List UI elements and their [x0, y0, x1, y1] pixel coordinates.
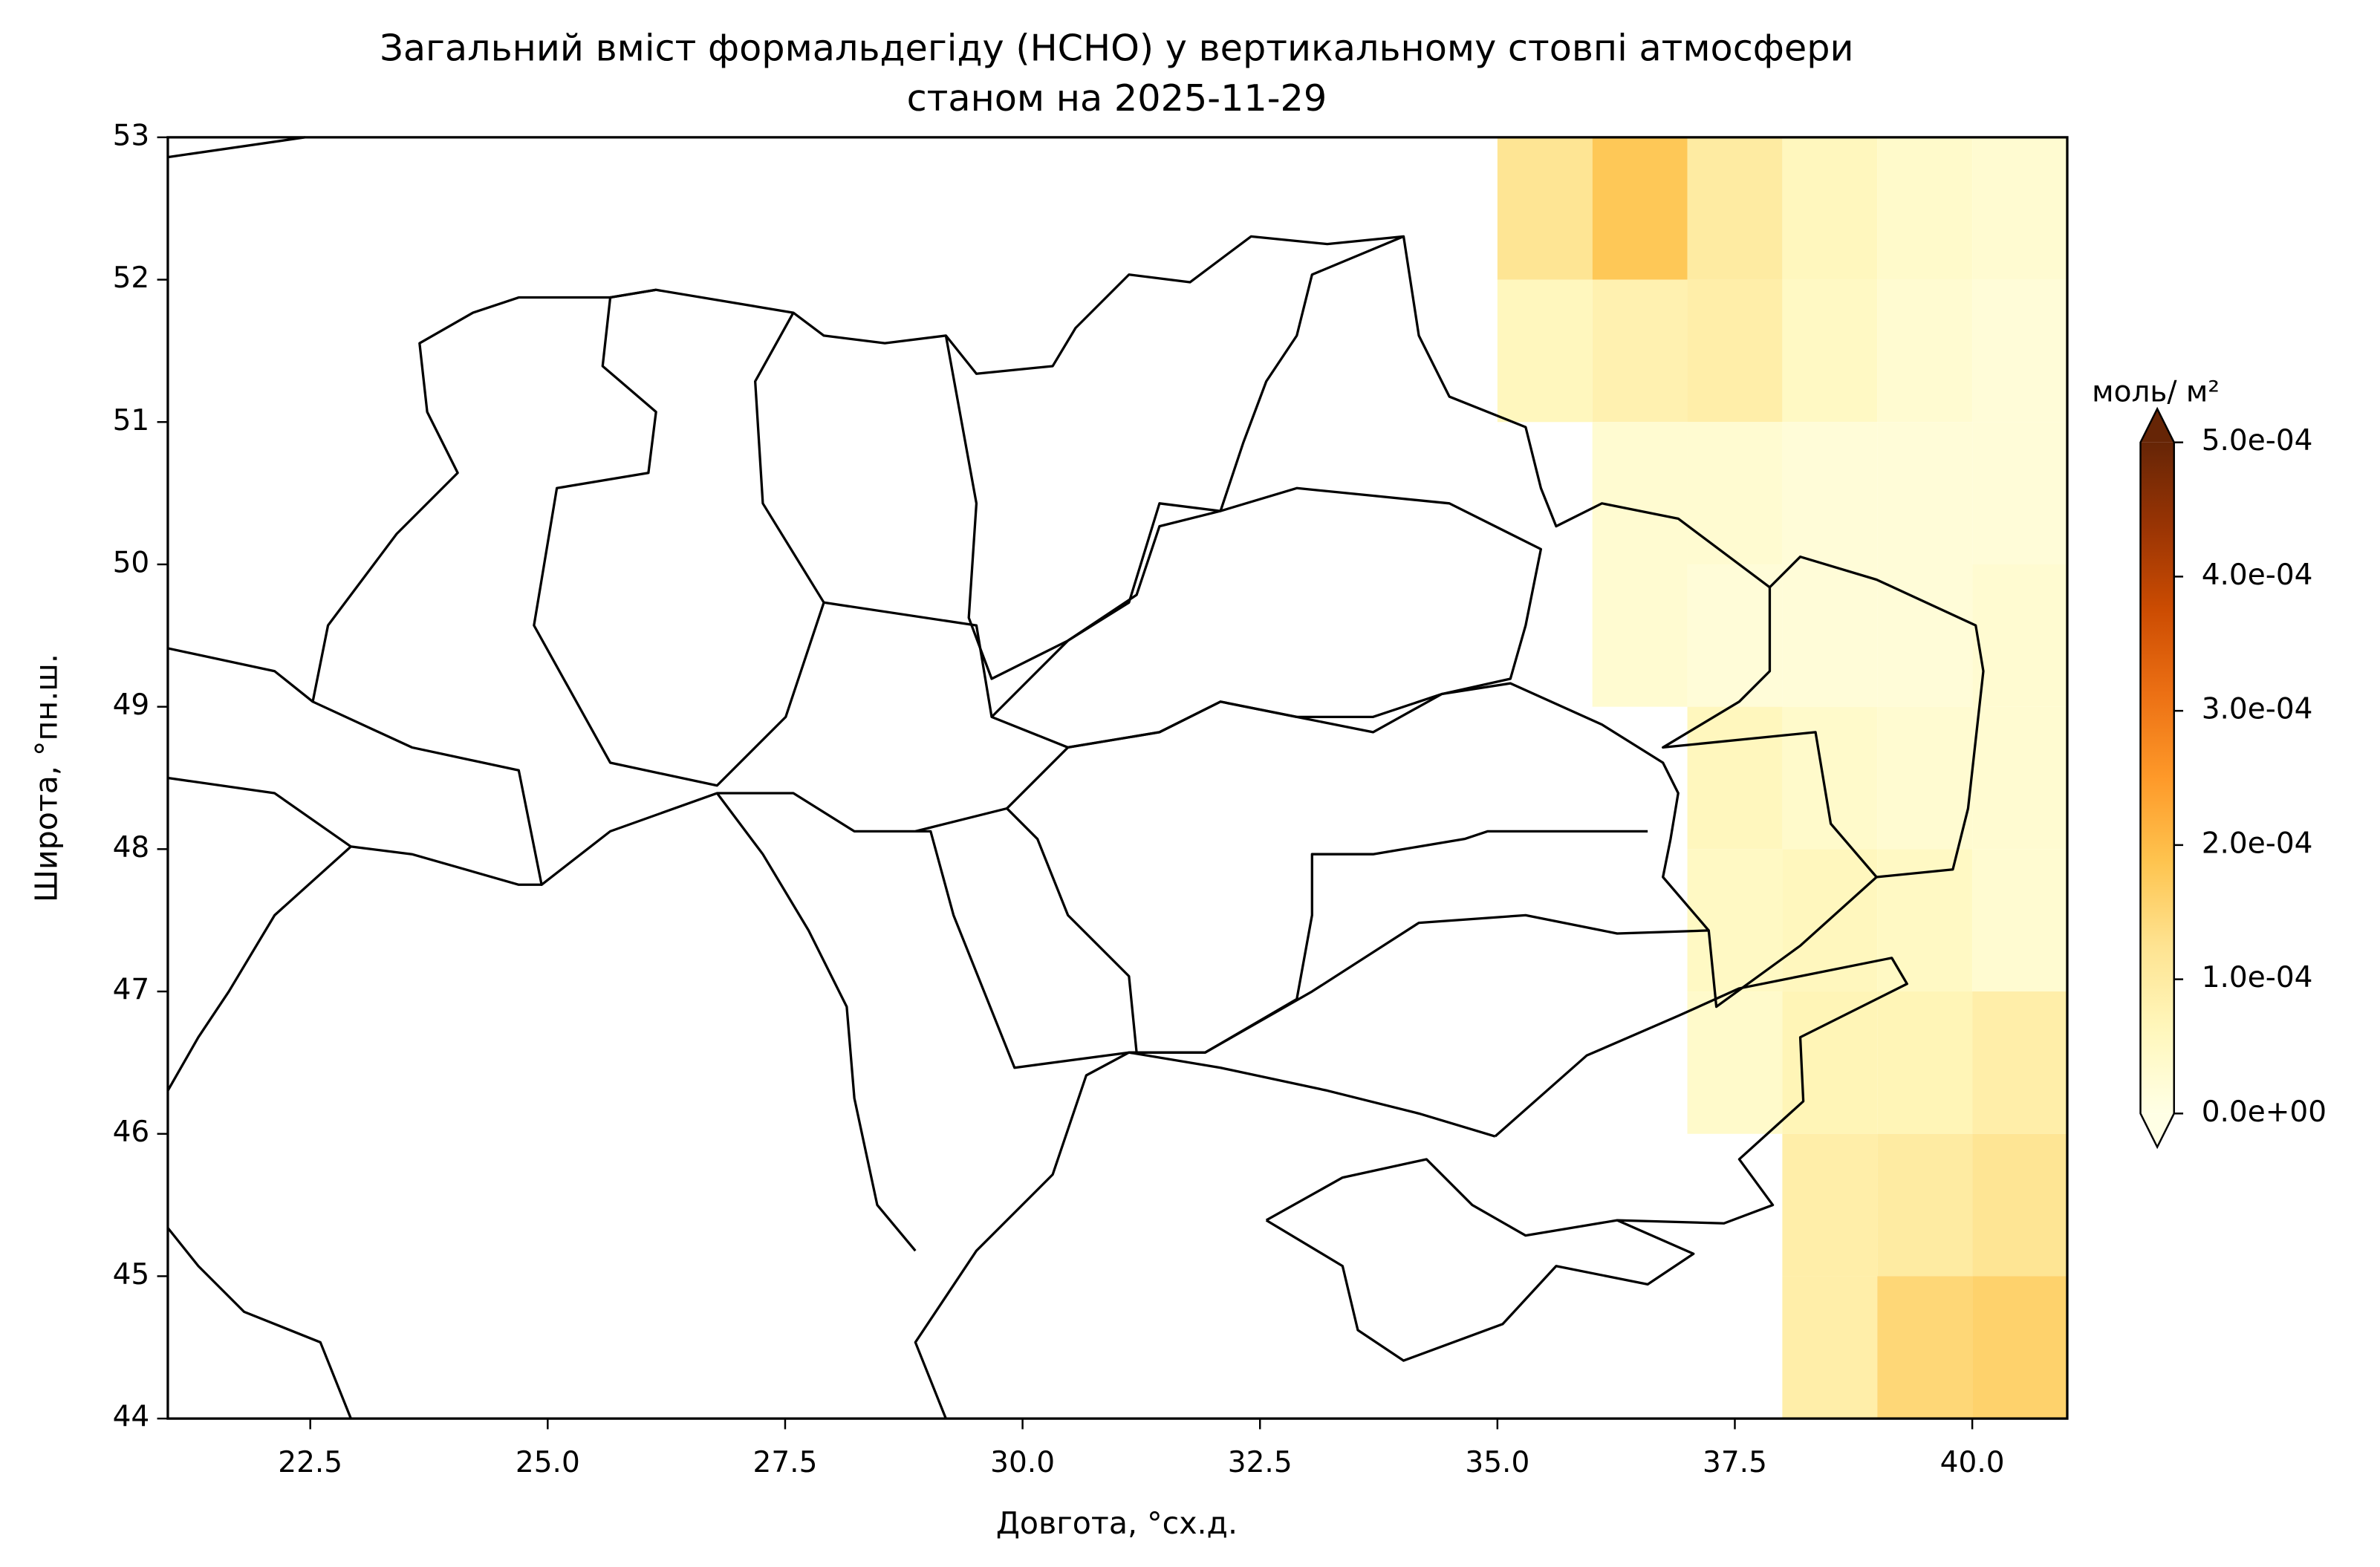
x-tick-label: 25.0	[516, 1446, 580, 1479]
field-cell	[1877, 279, 1973, 423]
x-axis-label: Довгота, °сх.д.	[996, 1505, 1238, 1541]
chart-title: Загальний вміст формальдегіду (HCHO) у в…	[380, 26, 1853, 69]
colorbar-body	[2140, 442, 2174, 1114]
x-tick-label: 22.5	[278, 1446, 342, 1479]
colorbar-tick-label: 0.0e+00	[2202, 1095, 2327, 1129]
x-tick-label: 35.0	[1465, 1446, 1529, 1479]
field-cell	[1592, 564, 1688, 707]
country-border	[167, 776, 542, 886]
country-border	[166, 1227, 352, 1419]
field-cell	[1972, 137, 2067, 280]
field-cell	[1782, 991, 1878, 1134]
field-cell	[1687, 706, 1783, 850]
field-cell	[1782, 422, 1878, 564]
field-cell	[1972, 422, 2067, 564]
y-tick-label: 45	[113, 1258, 150, 1291]
y-tick-label: 51	[113, 404, 150, 437]
x-tick-label: 37.5	[1703, 1446, 1767, 1479]
field-cell	[1877, 1276, 1973, 1419]
field-cell	[1687, 422, 1783, 564]
field-cell	[1877, 1133, 1973, 1277]
y-tick-label: 53	[113, 119, 150, 152]
crimea	[1265, 1158, 1695, 1362]
field-cell	[1497, 279, 1593, 423]
coastline	[914, 1051, 1496, 1419]
colorbar-extend-max	[2140, 408, 2174, 443]
y-tick-label: 49	[113, 688, 150, 722]
borders	[166, 136, 1985, 1419]
field-cell	[1877, 422, 1973, 564]
y-tick-label: 52	[113, 261, 150, 295]
x-tick-label: 32.5	[1228, 1446, 1293, 1479]
x-tick-label: 30.0	[990, 1446, 1055, 1479]
field-cell	[1782, 137, 1878, 280]
field-cell	[1782, 1133, 1878, 1277]
colorbar: 0.0e+00 1.0e-04 2.0e-04 3.0e-04 4.0e-04 5.0e-…	[2139, 406, 2327, 1150]
colorbar-tick-label: 3.0e-04	[2202, 693, 2313, 726]
chart-subtitle: станом на 2025-11-29	[907, 76, 1327, 120]
azov-coast	[1494, 957, 1908, 1225]
colorbar-tick-label: 4.0e-04	[2202, 558, 2313, 592]
y-tick-label: 46	[113, 1115, 150, 1149]
field-cell	[1687, 991, 1783, 1134]
y-tick-label: 44	[113, 1401, 150, 1434]
field-cell	[1972, 279, 2067, 423]
field-cell	[1687, 564, 1783, 707]
colorbar-label: моль/ м²	[2092, 375, 2220, 408]
field-cell	[1497, 137, 1593, 280]
field-cell	[1877, 137, 1973, 280]
region-border	[533, 288, 825, 787]
field-cell	[1877, 706, 1973, 850]
y-axis-label: Широта, °пн.ш.	[29, 654, 65, 902]
plot-frame	[166, 136, 2069, 1420]
field-cell	[1687, 849, 1783, 992]
region-border	[944, 235, 1405, 680]
field-cell	[1972, 706, 2067, 850]
colorbar-tick-label: 1.0e-04	[2202, 961, 2313, 994]
field-cell	[1782, 1276, 1878, 1419]
x-tick-label: 40.0	[1940, 1446, 2005, 1479]
field-cell	[1972, 849, 2067, 992]
field-cell	[1592, 422, 1688, 564]
field-cell	[1972, 1276, 2067, 1419]
region-border	[167, 136, 306, 159]
field-cell	[1877, 991, 1973, 1134]
field-cell	[1972, 991, 2067, 1134]
country-border	[715, 792, 917, 1252]
field-cell	[1687, 137, 1783, 280]
field-cell	[1782, 706, 1878, 850]
region-border	[1662, 587, 1878, 879]
field-cell	[1592, 279, 1688, 423]
field-cell	[1972, 564, 2067, 707]
y-tick-label: 47	[113, 974, 150, 1007]
y-tick-label: 50	[113, 546, 150, 579]
colorbar-tick-label: 5.0e-04	[2202, 424, 2313, 457]
field-cell	[1972, 1133, 2067, 1277]
field-cell	[1687, 279, 1783, 423]
field-cell	[1782, 564, 1878, 707]
country-border	[166, 845, 352, 1092]
field-cell	[1877, 849, 1973, 992]
region-border	[823, 486, 1543, 749]
y-tick-label: 48	[113, 831, 150, 864]
field-cell	[1592, 137, 1688, 280]
region-border	[914, 807, 1648, 1054]
colorbar-extend-min	[2140, 1113, 2174, 1147]
colorbar-tick-label: 2.0e-04	[2202, 827, 2313, 860]
field-cell	[1782, 279, 1878, 423]
region-border	[1006, 682, 1710, 931]
x-tick-label: 27.5	[753, 1446, 818, 1479]
